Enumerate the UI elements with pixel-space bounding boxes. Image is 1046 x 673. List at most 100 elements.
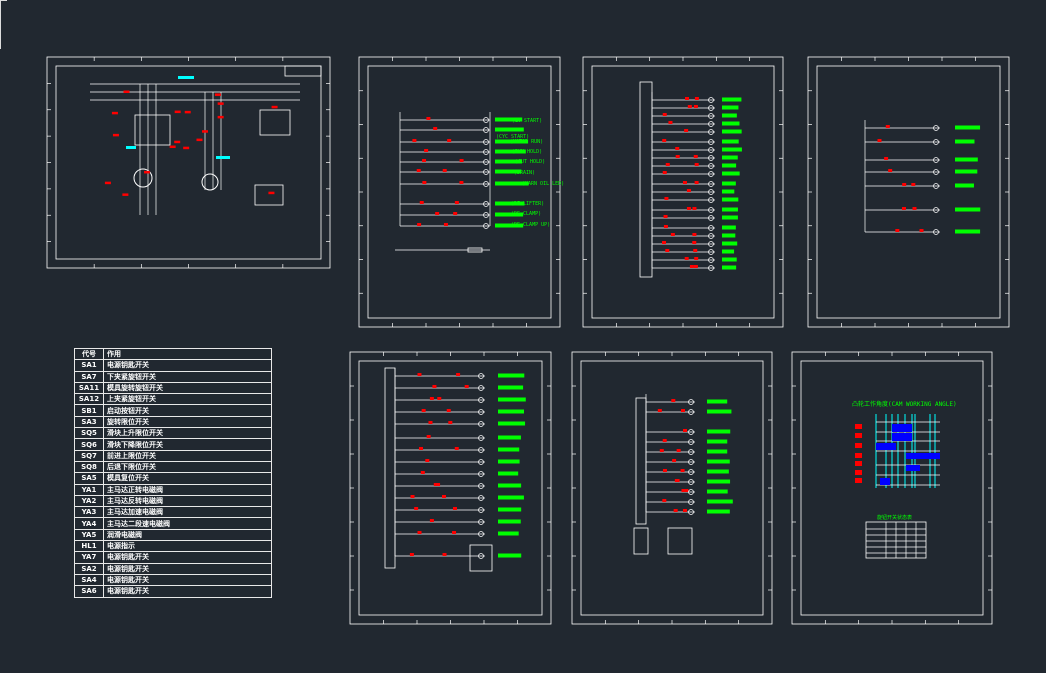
module — [667, 527, 693, 555]
signal-label — [955, 139, 975, 144]
signal-label — [495, 181, 529, 186]
signal-label — [498, 373, 525, 378]
signal-label — [498, 397, 526, 402]
signal-label — [498, 409, 525, 414]
signal-label — [722, 121, 740, 126]
signal-label — [722, 163, 737, 168]
signal-label — [498, 483, 522, 488]
signal-label — [722, 265, 737, 270]
table-row: YA4 主马达二段速电磁阀 — [74, 517, 272, 530]
table-row: YA5 润滑电磁阀 — [74, 528, 272, 542]
signal-label — [722, 97, 742, 102]
terminal-block — [469, 544, 493, 572]
function-cell: 电源指示 — [103, 540, 272, 553]
signal-label — [498, 385, 524, 390]
signal-label — [495, 201, 525, 206]
sheet-cam-angle[interactable] — [791, 351, 993, 625]
table-row: SA12 上夹紧旋钮开关 — [74, 393, 272, 406]
sheet-plc-inputs[interactable] — [582, 56, 784, 328]
signal-label — [722, 129, 742, 134]
plc-module — [639, 81, 653, 278]
signal-label — [722, 257, 737, 262]
signal-label — [498, 435, 521, 440]
signal-label — [495, 139, 529, 144]
signal-label — [498, 459, 520, 464]
legend-table: 代号 作用 SA1 电源钥匙开关 SA7 下夹紧旋钮开关 SA11 模具旋转旋钮开关 SA12 上… — [74, 347, 272, 598]
signal-label — [707, 429, 731, 434]
code-cell: SA6 — [74, 585, 104, 598]
sheet-plc-outputs[interactable] — [349, 351, 552, 625]
code-cell: SA4 — [74, 573, 104, 587]
signal-label — [498, 531, 519, 536]
signal-label — [722, 197, 739, 202]
signal-label — [707, 449, 728, 454]
function-cell: 上夹紧旋钮开关 — [103, 393, 272, 406]
function-cell: 电源钥匙开关 — [103, 585, 272, 598]
sheet-encoder-circuit[interactable] — [571, 351, 773, 625]
signal-label — [707, 469, 729, 474]
code-cell: SQ7 — [74, 449, 104, 462]
signal-label — [707, 439, 728, 444]
code-cell: YA2 — [74, 494, 104, 508]
table-row: SQ7 前进上限位开关 — [74, 449, 272, 462]
sheet-output-circuit[interactable] — [807, 56, 1010, 328]
code-cell: 代号 — [74, 347, 104, 361]
function-cell: 启动按钮开关 — [103, 404, 272, 417]
sheet-inner-border — [358, 360, 543, 616]
signal-label — [722, 249, 735, 254]
signal-label — [955, 169, 978, 174]
code-cell: SB1 — [74, 404, 104, 417]
table-row: SQ6 滑块下降限位开关 — [74, 438, 272, 451]
signal-label — [495, 159, 523, 164]
table-row: SA2 电源钥匙开关 — [74, 562, 272, 575]
sheet-border — [571, 351, 773, 625]
table-row: YA1 主马达正转电磁阀 — [74, 483, 272, 496]
sheet-inner-border — [580, 360, 764, 616]
signal-label — [722, 225, 736, 230]
signal-label — [495, 212, 524, 217]
signal-label — [722, 233, 736, 238]
function-cell: 下夹紧旋钮开关 — [103, 370, 272, 383]
signal-label — [495, 223, 524, 228]
code-cell: SA2 — [74, 562, 104, 575]
signal-label — [498, 471, 519, 476]
signal-label — [498, 447, 520, 452]
code-cell: YA1 — [74, 483, 104, 496]
function-cell: 主马达正转电磁阀 — [103, 483, 272, 496]
signal-label — [707, 459, 730, 464]
function-cell: 润滑电磁阀 — [103, 528, 272, 542]
table-row: SQ5 滑块上升限位开关 — [74, 427, 272, 440]
signal-label — [707, 499, 733, 504]
sheet-power-circuit[interactable] — [46, 56, 331, 269]
contactor — [134, 114, 171, 146]
table-row: YA3 主马达加速电磁阀 — [74, 506, 272, 519]
sheet-inner-border — [816, 65, 1001, 319]
viewport-corner-marker — [0, 0, 7, 49]
code-cell: YA3 — [74, 506, 104, 519]
signal-label — [495, 149, 526, 154]
signal-label — [722, 207, 738, 212]
function-cell: 后退下限位开关 — [103, 460, 272, 474]
table-row: SA11 模具旋转旋钮开关 — [74, 381, 272, 395]
function-cell: 电源钥匙开关 — [103, 551, 272, 564]
table-row: SB1 启动按钮开关 — [74, 404, 272, 417]
sheet-border — [349, 351, 552, 625]
table-row: SA6 电源钥匙开关 — [74, 585, 272, 598]
function-cell: 模具旋转旋钮开关 — [103, 381, 272, 395]
code-cell: YA5 — [74, 528, 104, 542]
function-cell: 前进上限位开关 — [103, 449, 272, 462]
signal-label — [707, 509, 730, 514]
sheet-control-circuit[interactable] — [358, 56, 561, 328]
function-cell: 主马达二段速电磁阀 — [103, 517, 272, 530]
sheet-inner-border — [800, 360, 984, 616]
signal-label — [955, 125, 981, 130]
function-cell: 电源钥匙开关 — [103, 562, 272, 575]
function-cell: 电源钥匙开关 — [103, 573, 272, 587]
signal-label — [722, 105, 739, 110]
signal-label — [955, 207, 981, 212]
signal-label — [722, 215, 738, 220]
function-cell: 主马达加速电磁阀 — [103, 506, 272, 519]
signal-label — [707, 479, 731, 484]
code-cell: HL1 — [74, 540, 104, 553]
